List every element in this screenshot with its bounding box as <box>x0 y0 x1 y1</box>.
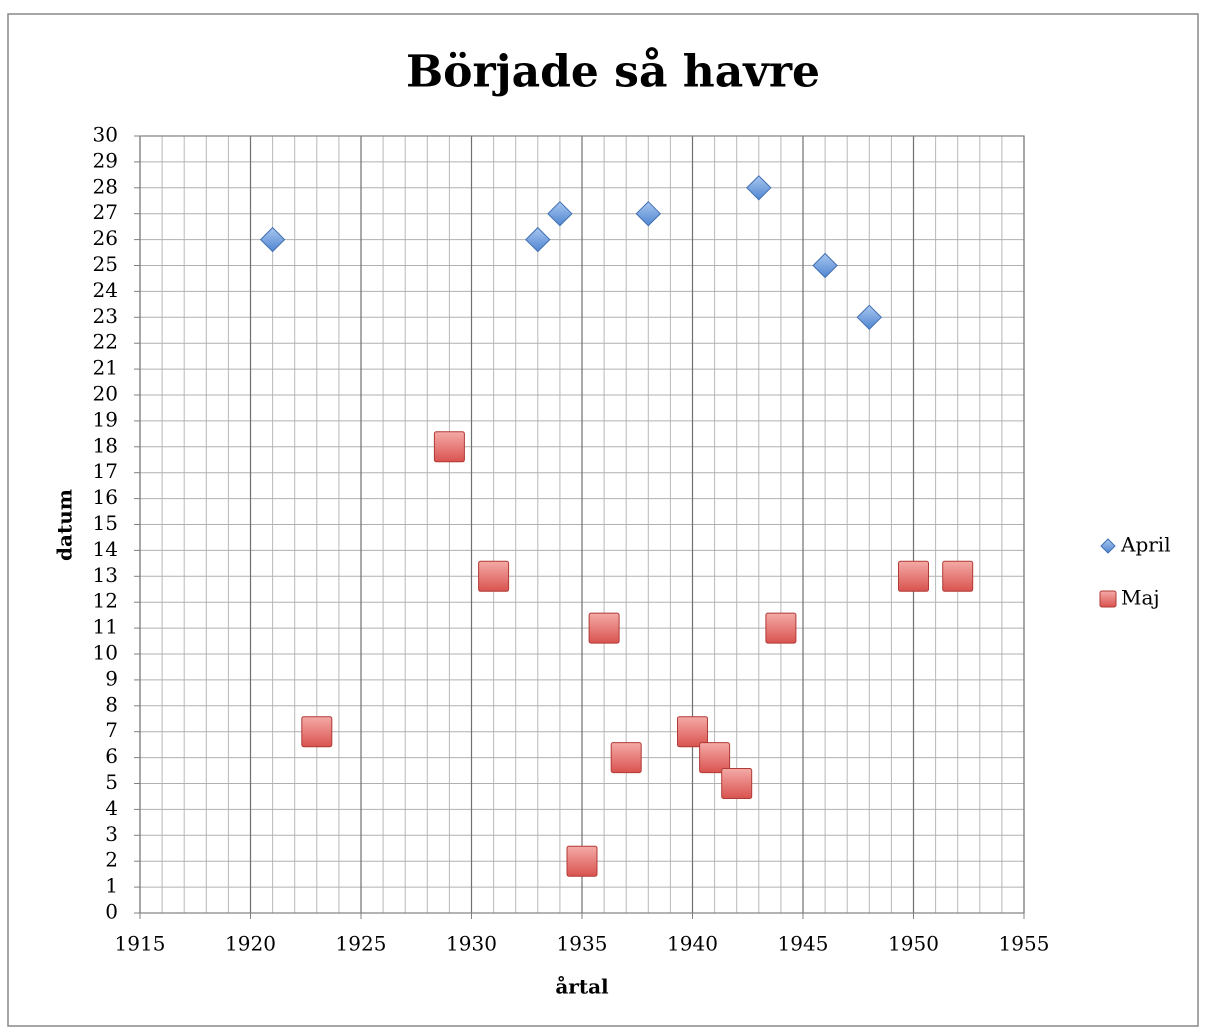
x-tick-label: 1940 <box>667 932 718 956</box>
y-tick-label: 7 <box>105 718 118 742</box>
y-tick-label: 30 <box>93 123 118 147</box>
y-tick-label: 25 <box>93 252 118 276</box>
square-marker <box>699 742 731 774</box>
y-tick-label: 14 <box>93 537 118 561</box>
square-marker <box>721 768 753 799</box>
y-tick-label: 23 <box>93 304 118 328</box>
y-tick-label: 13 <box>93 563 118 587</box>
x-tick-label: 1925 <box>336 932 387 956</box>
diamond-marker <box>746 175 772 201</box>
y-tick-label: 26 <box>93 226 118 250</box>
x-tick-label: 1955 <box>999 932 1050 956</box>
diamond-marker <box>259 226 286 253</box>
square-marker <box>765 612 797 644</box>
square-marker <box>301 716 333 748</box>
y-tick-label: 24 <box>93 278 118 302</box>
plot-frame <box>139 135 1025 914</box>
y-tick-label: 3 <box>105 822 118 846</box>
diamond-marker <box>856 304 883 331</box>
y-tick-label: 6 <box>105 744 118 768</box>
y-tick-label: 21 <box>93 356 118 380</box>
square-marker <box>478 560 510 592</box>
diamond-marker <box>812 252 838 279</box>
chart-border <box>7 13 1199 1027</box>
legend-marker <box>1099 590 1117 608</box>
x-tick-label: 1935 <box>557 932 608 956</box>
y-tick-label: 16 <box>93 485 118 509</box>
y-tick-label: 11 <box>93 615 118 639</box>
y-tick-label: 5 <box>105 770 118 794</box>
square-marker <box>898 560 929 592</box>
square-marker <box>433 431 465 463</box>
y-tick-label: 27 <box>93 200 118 224</box>
x-tick-label: 1920 <box>225 932 276 956</box>
square-marker <box>677 716 708 748</box>
legend-marker <box>1100 538 1116 554</box>
y-tick-label: 2 <box>105 848 118 872</box>
y-tick-label: 0 <box>105 900 118 924</box>
y-tick-label: 28 <box>93 174 118 198</box>
x-tick-label: 1950 <box>888 932 939 956</box>
y-tick-label: 20 <box>93 382 118 406</box>
square-marker <box>588 612 620 644</box>
x-tick-label: 1930 <box>446 932 497 956</box>
y-tick-label: 8 <box>105 692 118 716</box>
square-marker <box>610 742 642 774</box>
y-tick-label: 22 <box>93 330 118 354</box>
y-tick-label: 17 <box>93 459 118 483</box>
y-tick-label: 18 <box>93 433 118 457</box>
y-tick-label: 12 <box>93 589 118 613</box>
square-marker <box>942 560 974 592</box>
diamond-marker <box>525 226 551 253</box>
legend-label: April <box>1120 533 1171 557</box>
y-axis-label: datum <box>53 489 77 561</box>
diamond-marker <box>547 200 573 227</box>
x-tick-label: 1945 <box>778 932 829 956</box>
diamond-marker <box>635 200 662 227</box>
y-tick-label: 15 <box>93 511 118 535</box>
legend-label: Maj <box>1121 586 1160 610</box>
y-tick-label: 29 <box>93 148 118 172</box>
y-tick-label: 9 <box>105 666 118 690</box>
y-tick-label: 19 <box>93 407 118 431</box>
y-tick-label: 10 <box>93 641 118 665</box>
x-tick-label: 1915 <box>115 932 166 956</box>
y-tick-label: 4 <box>105 796 118 820</box>
x-axis-label: årtal <box>555 975 609 999</box>
y-tick-label: 1 <box>105 874 118 898</box>
chart-title: Började så havre <box>406 47 820 98</box>
square-marker <box>566 845 598 877</box>
